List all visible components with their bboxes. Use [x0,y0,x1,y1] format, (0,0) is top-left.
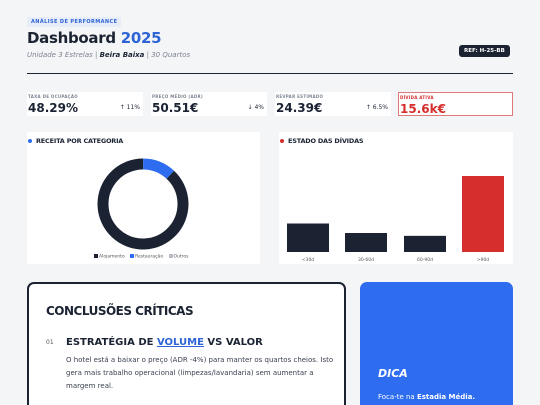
heading-prefix: ESTRATÉGIA DE [66,337,157,348]
legend-label: Restauração [135,254,164,260]
kpi-label: DÍVIDA ATIVA [400,95,434,100]
title-year: 2025 [120,29,162,47]
conclusion-heading: ESTRATÉGIA DE VOLUME VS VALOR [66,337,263,348]
subtitle-category: Unidade 3 Estrelas [27,51,93,59]
kpi-label: PREÇO MÉDIO (ADR) [152,94,204,99]
subtitle-separator: | [144,51,152,59]
panel-title: ESTADO DAS DÍVIDAS [280,137,364,145]
kpi-revpar: REVPAR ESTIMADO 24.39€ ↑ 6.5% [275,92,391,116]
bar-label: >90d [476,258,490,263]
legend-swatch [130,254,135,258]
legend-label: Alojamento [99,254,125,260]
tip-text: Foca-te na Estadia Média. [378,393,475,401]
bar-label: 30-60d [358,258,374,263]
heading-suffix: VS VALOR [203,337,263,348]
revenue-panel-title: RECEITA POR CATEGORIA [36,137,124,145]
tip-text-bold: Estadia Média. [416,393,476,401]
subtitle-region: Beira Baixa [99,51,145,59]
subtitle-separator: | [92,51,100,59]
kpi-delta: ↓ 4% [247,104,264,111]
tip-title: DICA [378,367,408,380]
conclusion-number: 01 [46,339,54,346]
kpi-value: 48.29% [28,101,78,115]
legend-swatch [168,254,173,258]
reference-badge: REF: H-25-BB [459,45,510,57]
red-dot-icon [280,139,284,143]
subtitle-rooms: 30 Quartos [151,51,191,59]
kpi-label: REVPAR ESTIMADO [276,94,324,99]
header-divider [27,73,513,74]
debt-panel-title: ESTADO DAS DÍVIDAS [288,137,364,145]
kpi-delta: ↑ 11% [119,104,140,111]
kpi-debt: DÍVIDA ATIVA 15.6k€ [398,92,513,116]
legend-label: Outros [173,254,189,260]
conclusion-text: O hotel está a baixar o preço (ADR -4%) … [66,356,334,390]
blue-dot-icon [28,139,32,143]
kpi-value: 24.39€ [276,101,323,115]
conclusions-title: CONCLUSÕES CRÍTICAS [46,304,194,318]
kpi-adr: PREÇO MÉDIO (ADR) 50.51€ ↓ 4% [151,92,267,116]
kpi-occupancy: TAXA DE OCUPAÇÃO 48.29% ↑ 11% [27,92,143,116]
tip-text-prefix: Foca-te na [378,393,417,401]
section-tag: ANÁLISE DE PERFORMANCE [27,17,122,27]
bar-label: 60-90d [417,258,433,263]
revenue-panel: RECEITA POR CATEGORIA [27,132,260,264]
kpi-value: 50.51€ [152,101,199,115]
bar-label: <30d [301,258,315,263]
legend-swatch [94,254,98,258]
page-title: Dashboard 2025 [27,29,162,47]
conclusions-card: CONCLUSÕES CRÍTICAS 01 ESTRATÉGIA DE VOL… [27,282,346,405]
revenue-legend: Alojamento Restauração Outros [90,254,189,260]
kpi-value: 15.6k€ [400,102,446,116]
kpi-label: TAXA DE OCUPAÇÃO [28,94,79,99]
kpi-delta: ↑ 6.5% [365,104,388,111]
title-text: Dashboard [27,29,116,47]
page-subtitle: Unidade 3 Estrelas | Beira Baixa | 30 Qu… [27,51,190,59]
tip-card: DICA Foca-te na Estadia Média. [360,282,513,405]
heading-highlight: VOLUME [156,337,204,348]
debt-panel: ESTADO DAS DÍVIDAS [279,132,513,264]
panel-title: RECEITA POR CATEGORIA [28,137,123,145]
